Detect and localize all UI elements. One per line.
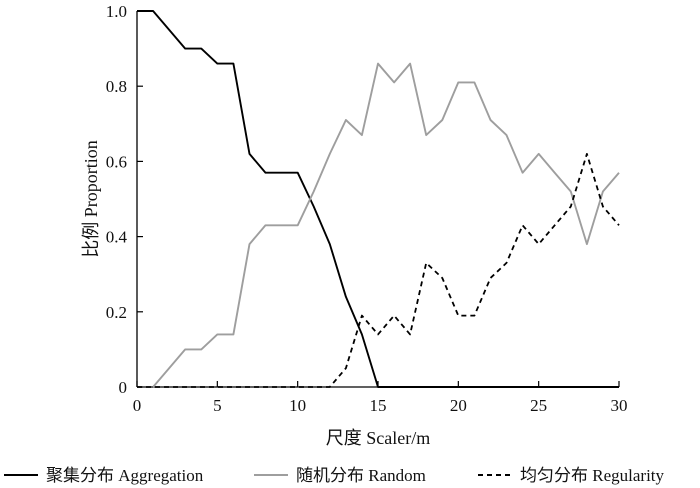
x-tick-label: 20: [450, 396, 467, 415]
x-tick: 0: [133, 381, 142, 415]
legend-item: 随机分布 Random: [254, 466, 426, 485]
legend-item: 聚集分布 Aggregation: [4, 466, 204, 485]
x-axis-label: 尺度 Scaler/m: [326, 428, 430, 448]
x-tick-label: 25: [530, 396, 547, 415]
x-tick: 5: [213, 381, 222, 415]
y-axis-label: 比例 Proportion: [81, 140, 101, 258]
series-line-2: [152, 62, 620, 388]
series-layer: [137, 10, 620, 388]
legend-label: 随机分布 Random: [296, 466, 426, 485]
series-line-3: [137, 152, 620, 388]
y-ticks: 0 0.2 0.4 0.6 0.8 1.0: [106, 2, 143, 397]
y-tick-label: 0: [119, 378, 128, 397]
x-tick: 20: [450, 381, 467, 415]
legend-label: 聚集分布 Aggregation: [46, 466, 204, 485]
series-line-1: [137, 10, 619, 388]
x-tick-label: 15: [370, 396, 387, 415]
x-tick-label: 0: [133, 396, 142, 415]
y-tick-label: 0.2: [106, 303, 127, 322]
x-ticks: 0 5 10 15 20 25 30: [133, 381, 628, 415]
x-tick-label: 30: [611, 396, 628, 415]
x-tick: 10: [289, 381, 306, 415]
y-tick: 0.8: [106, 77, 143, 96]
x-tick-label: 5: [213, 396, 222, 415]
y-tick: 0.6: [106, 152, 143, 171]
y-tick-label: 0.6: [106, 152, 127, 171]
y-tick-label: 0.4: [106, 228, 128, 247]
x-tick-label: 10: [289, 396, 306, 415]
y-tick-label: 0.8: [106, 77, 127, 96]
x-tick: 30: [611, 381, 628, 415]
y-tick: 0.2: [106, 303, 143, 322]
legend-label: 均匀分布 Regularity: [520, 466, 665, 485]
y-tick-label: 1.0: [106, 2, 127, 21]
y-tick: 0.4: [106, 228, 143, 247]
legend: 聚集分布 Aggregation 随机分布 Random 均匀分布 Regulari…: [4, 466, 665, 485]
x-tick: 25: [530, 381, 547, 415]
legend-item: 均匀分布 Regularity: [478, 466, 665, 485]
